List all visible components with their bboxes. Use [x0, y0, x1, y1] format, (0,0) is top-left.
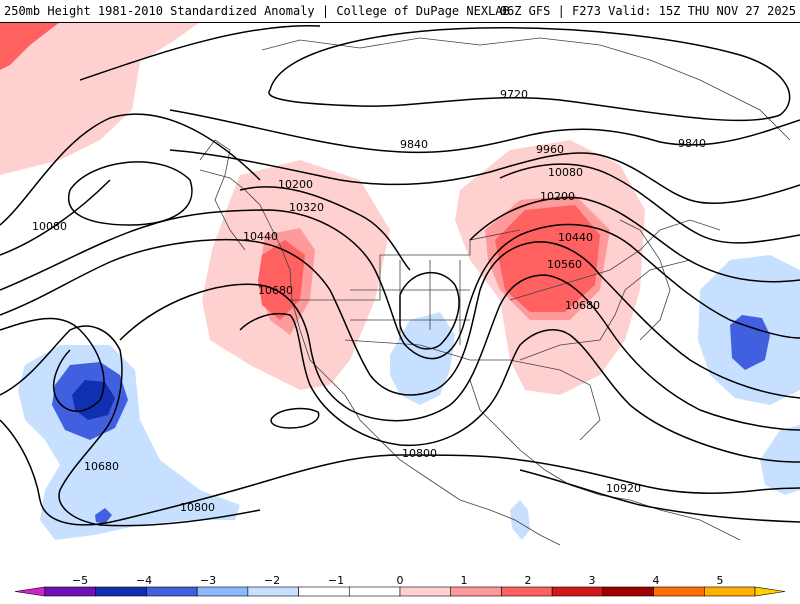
colorbar-tick-label: −4	[136, 574, 152, 587]
contour-10080-west	[67, 161, 193, 226]
colorbar-bin	[602, 586, 654, 597]
positive-anomaly-northwest	[0, 22, 200, 175]
colorbar-tick-label: 0	[397, 574, 404, 587]
contour-label-10320: 10320	[289, 201, 324, 214]
colorbar-bin	[399, 586, 452, 597]
colorbar-tick-label: −1	[328, 574, 344, 587]
map-canvas: 9720 9840 9840 9960 10080 10080 10200 10…	[0, 22, 800, 546]
contour-label-9840-a: 9840	[400, 138, 428, 151]
colorbar-bin	[551, 586, 604, 597]
contour-label-10680-c: 10680	[84, 460, 119, 473]
negative-anomaly-southwest-us	[390, 312, 455, 405]
negative-anomaly-small-cell	[95, 508, 112, 524]
colorbar-tick-label: 4	[653, 574, 660, 587]
colorbar-tick-label: −2	[264, 574, 280, 587]
colorbar-tick-label: −3	[200, 574, 216, 587]
anomaly-shading	[0, 22, 800, 540]
positive-anomaly-east-ridge-3	[495, 205, 600, 312]
contour-label-10200-a: 10200	[278, 178, 313, 191]
contour-label-10440-a: 10440	[243, 230, 278, 243]
colorbar-tick-label: −5	[72, 574, 88, 587]
contour-9720	[268, 27, 791, 122]
coastlines-borders	[199, 37, 791, 546]
colorbar-bin	[44, 586, 97, 597]
contour-9960	[169, 149, 800, 204]
contour-10800	[0, 419, 800, 526]
contour-10200	[0, 179, 800, 283]
negative-anomaly-atlantic-core	[730, 315, 770, 370]
map-header: 250mb Height 1981-2010 Standardized Anom…	[0, 0, 800, 23]
contour-10320	[0, 209, 800, 360]
contour-label-10560: 10560	[547, 258, 582, 271]
contour-10080	[0, 113, 800, 244]
contour-small-pacific	[270, 407, 320, 429]
colorbar-bin	[703, 586, 756, 597]
contour-label-9720: 9720	[500, 88, 528, 101]
colorbar-bin	[653, 586, 705, 597]
colorbar-bin	[348, 586, 401, 597]
contour-10560	[0, 274, 800, 431]
model-run-valid-time: 06Z GFS | F273 Valid: 15Z THU NOV 27 202…	[499, 4, 796, 18]
contour-label-10200-b: 10200	[540, 190, 575, 203]
contour-label-9960: 9960	[536, 143, 564, 156]
contour-label-10920: 10920	[606, 482, 641, 495]
colorbar-bin	[754, 586, 786, 597]
colorbar-tick-label: 5	[717, 574, 724, 587]
contour-label-10800-b: 10800	[180, 501, 215, 514]
negative-anomaly-atlantic-south	[760, 425, 800, 495]
colorbar-tick-label: 3	[589, 574, 596, 587]
colorbar-tick-label: 2	[525, 574, 532, 587]
negative-anomaly-central-america	[510, 500, 530, 540]
contour-label-10680-b: 10680	[565, 299, 600, 312]
contour-label-10440-b: 10440	[558, 231, 593, 244]
map-panel: 9720 9840 9840 9960 10080 10080 10200 10…	[0, 22, 800, 572]
contour-label-10080-a: 10080	[32, 220, 67, 233]
height-contours	[0, 24, 800, 527]
colorbar-bin	[501, 586, 553, 597]
colorbar-bin	[95, 586, 147, 597]
colorbar-tick-label: 1	[461, 574, 468, 587]
colorbar-bin	[146, 586, 198, 597]
colorbar: −5 −4 −3 −2 −1 0 1 2 3 4 5	[0, 572, 800, 600]
contour-10440	[0, 238, 800, 399]
contour-label-10800-a: 10800	[402, 447, 437, 460]
strong-positive-anomaly-corner	[0, 22, 60, 70]
contour-9840	[79, 24, 800, 154]
colorbar-bin	[196, 586, 249, 597]
contour-10680	[0, 313, 800, 527]
contour-10440-closed	[399, 271, 460, 350]
colorbar-bin	[14, 586, 46, 597]
contour-label-9840-b: 9840	[678, 137, 706, 150]
colorbar-bin	[298, 586, 350, 597]
map-title: 250mb Height 1981-2010 Standardized Anom…	[4, 4, 510, 18]
contour-label-10680-a: 10680	[258, 284, 293, 297]
contour-label-10080-b: 10080	[548, 166, 583, 179]
contour-10920	[519, 469, 800, 523]
colorbar-svg: −5 −4 −3 −2 −1 0 1 2 3 4 5	[14, 574, 786, 597]
contour-labels: 9720 9840 9840 9960 10080 10080 10200 10…	[32, 88, 706, 514]
colorbar-bin	[450, 586, 502, 597]
colorbar-bin	[247, 586, 299, 597]
